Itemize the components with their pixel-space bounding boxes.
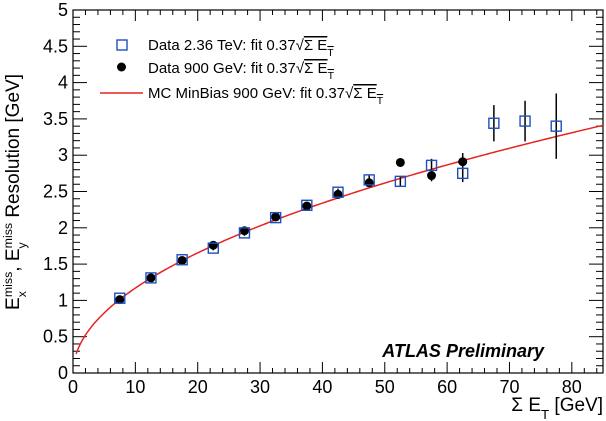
y-axis-title: Exmiss, Eymiss Resolution [GeV] <box>1 74 29 310</box>
x-tick-label: 30 <box>250 377 270 397</box>
x-tick-label: 20 <box>188 377 208 397</box>
data-points <box>114 93 562 305</box>
y-tick-label: 0 <box>58 363 68 383</box>
point-236tev <box>176 254 188 266</box>
point-236tev <box>394 175 407 188</box>
y-tick-label: 5 <box>58 0 68 20</box>
axis-ticks <box>72 9 603 374</box>
point-236tev <box>457 167 469 180</box>
x-tick-label: 80 <box>562 377 582 397</box>
legend: Data 2.36 TeV: fit 0.37√Σ ET Data 900 Ge… <box>100 37 384 107</box>
point-236tev <box>363 174 375 186</box>
point-236tev <box>519 115 531 127</box>
x-tick-label: 70 <box>499 377 519 397</box>
point-236tev <box>550 120 562 132</box>
tick-labels: 0 10 20 30 40 50 60 70 80 0 0.5 1 1.5 2 2.5 3 3.5 4 4.5 5 <box>43 0 582 397</box>
point-236tev <box>269 211 282 224</box>
legend-marker-236tev <box>116 39 128 51</box>
point-236tev <box>425 159 438 172</box>
x-axis-title: Σ ET [GeV] <box>511 395 603 421</box>
point-900gev <box>427 171 437 181</box>
point-236tev <box>114 292 126 304</box>
legend-label-236tev: Data 2.36 TeV: fit 0.37√Σ ET <box>148 37 334 59</box>
point-236tev <box>332 186 344 198</box>
y-tick-label: 2.5 <box>43 182 68 202</box>
legend-label-900gev: Data 900 GeV: fit 0.37√Σ ET <box>148 60 335 82</box>
x-tick-label: 60 <box>437 377 457 397</box>
y-tick-label: 4 <box>58 73 68 93</box>
point-236tev <box>238 227 251 239</box>
x-tick-label: 50 <box>375 377 395 397</box>
point-900gev <box>395 157 405 167</box>
y-tick-label: 4.5 <box>43 36 68 56</box>
point-236tev <box>145 272 157 284</box>
point-236tev <box>207 242 219 254</box>
legend-label-mc: MC MinBias 900 GeV: fit 0.37√Σ ET <box>148 85 384 107</box>
y-tick-label: 3 <box>58 145 68 165</box>
x-tick-label: 0 <box>68 377 78 397</box>
x-tick-label: 40 <box>312 377 332 397</box>
point-236tev <box>301 199 313 211</box>
y-tick-label: 2 <box>58 218 68 238</box>
y-tick-label: 3.5 <box>43 109 68 129</box>
point-900gev <box>458 157 468 167</box>
point-236tev <box>488 117 500 129</box>
atlas-preliminary-label: ATLAS Preliminary <box>381 341 545 361</box>
mc-fit-curve-group <box>75 124 604 355</box>
x-tick-label: 10 <box>125 377 145 397</box>
mc-fit-curve <box>75 124 604 355</box>
y-tick-label: 0.5 <box>43 327 68 347</box>
y-tick-label: 1.5 <box>43 254 68 274</box>
legend-marker-900gev <box>117 62 126 72</box>
y-tick-label: 1 <box>58 290 68 310</box>
